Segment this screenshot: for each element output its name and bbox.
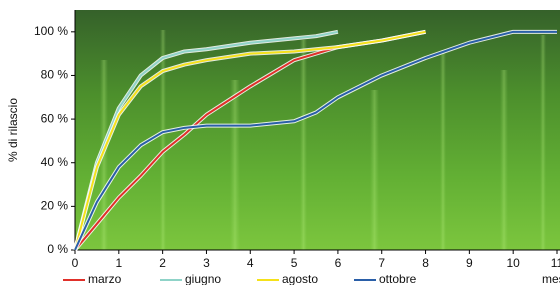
page: % di rilascio mesi 0 %20 %40 %60 %80 %10… [0, 0, 560, 285]
legend-label: agosto [282, 272, 318, 285]
y-axis-label: % di rilascio [6, 98, 20, 162]
y-tick-label: 80 % [41, 68, 69, 82]
chart: % di rilascio mesi 0 %20 %40 %60 %80 %10… [0, 0, 560, 285]
legend-label: ottobre [379, 272, 417, 285]
x-tick-label: 1 [115, 256, 122, 270]
x-tick-label: 4 [247, 256, 254, 270]
plot-background [75, 10, 560, 250]
legend-label: giugno [185, 272, 221, 285]
x-axis-label: mesi [542, 272, 560, 285]
x-tick-label: 7 [378, 256, 385, 270]
y-tick-label: 60 % [41, 111, 69, 125]
x-tick-label: 6 [335, 256, 342, 270]
y-tick-label: 100 % [34, 24, 68, 38]
x-tick-label: 2 [159, 256, 166, 270]
x-tick-label: 0 [72, 256, 79, 270]
x-tick-label: 9 [466, 256, 473, 270]
y-tick-label: 20 % [41, 199, 69, 213]
x-tick-label: 8 [422, 256, 429, 270]
x-tick-label: 3 [203, 256, 210, 270]
x-tick-label: 11 [551, 256, 560, 270]
y-tick-label: 40 % [41, 155, 69, 169]
x-tick-label: 10 [507, 256, 521, 270]
legend-label: marzo [88, 272, 122, 285]
x-tick-label: 5 [291, 256, 298, 270]
y-tick-label: 0 % [47, 242, 68, 256]
